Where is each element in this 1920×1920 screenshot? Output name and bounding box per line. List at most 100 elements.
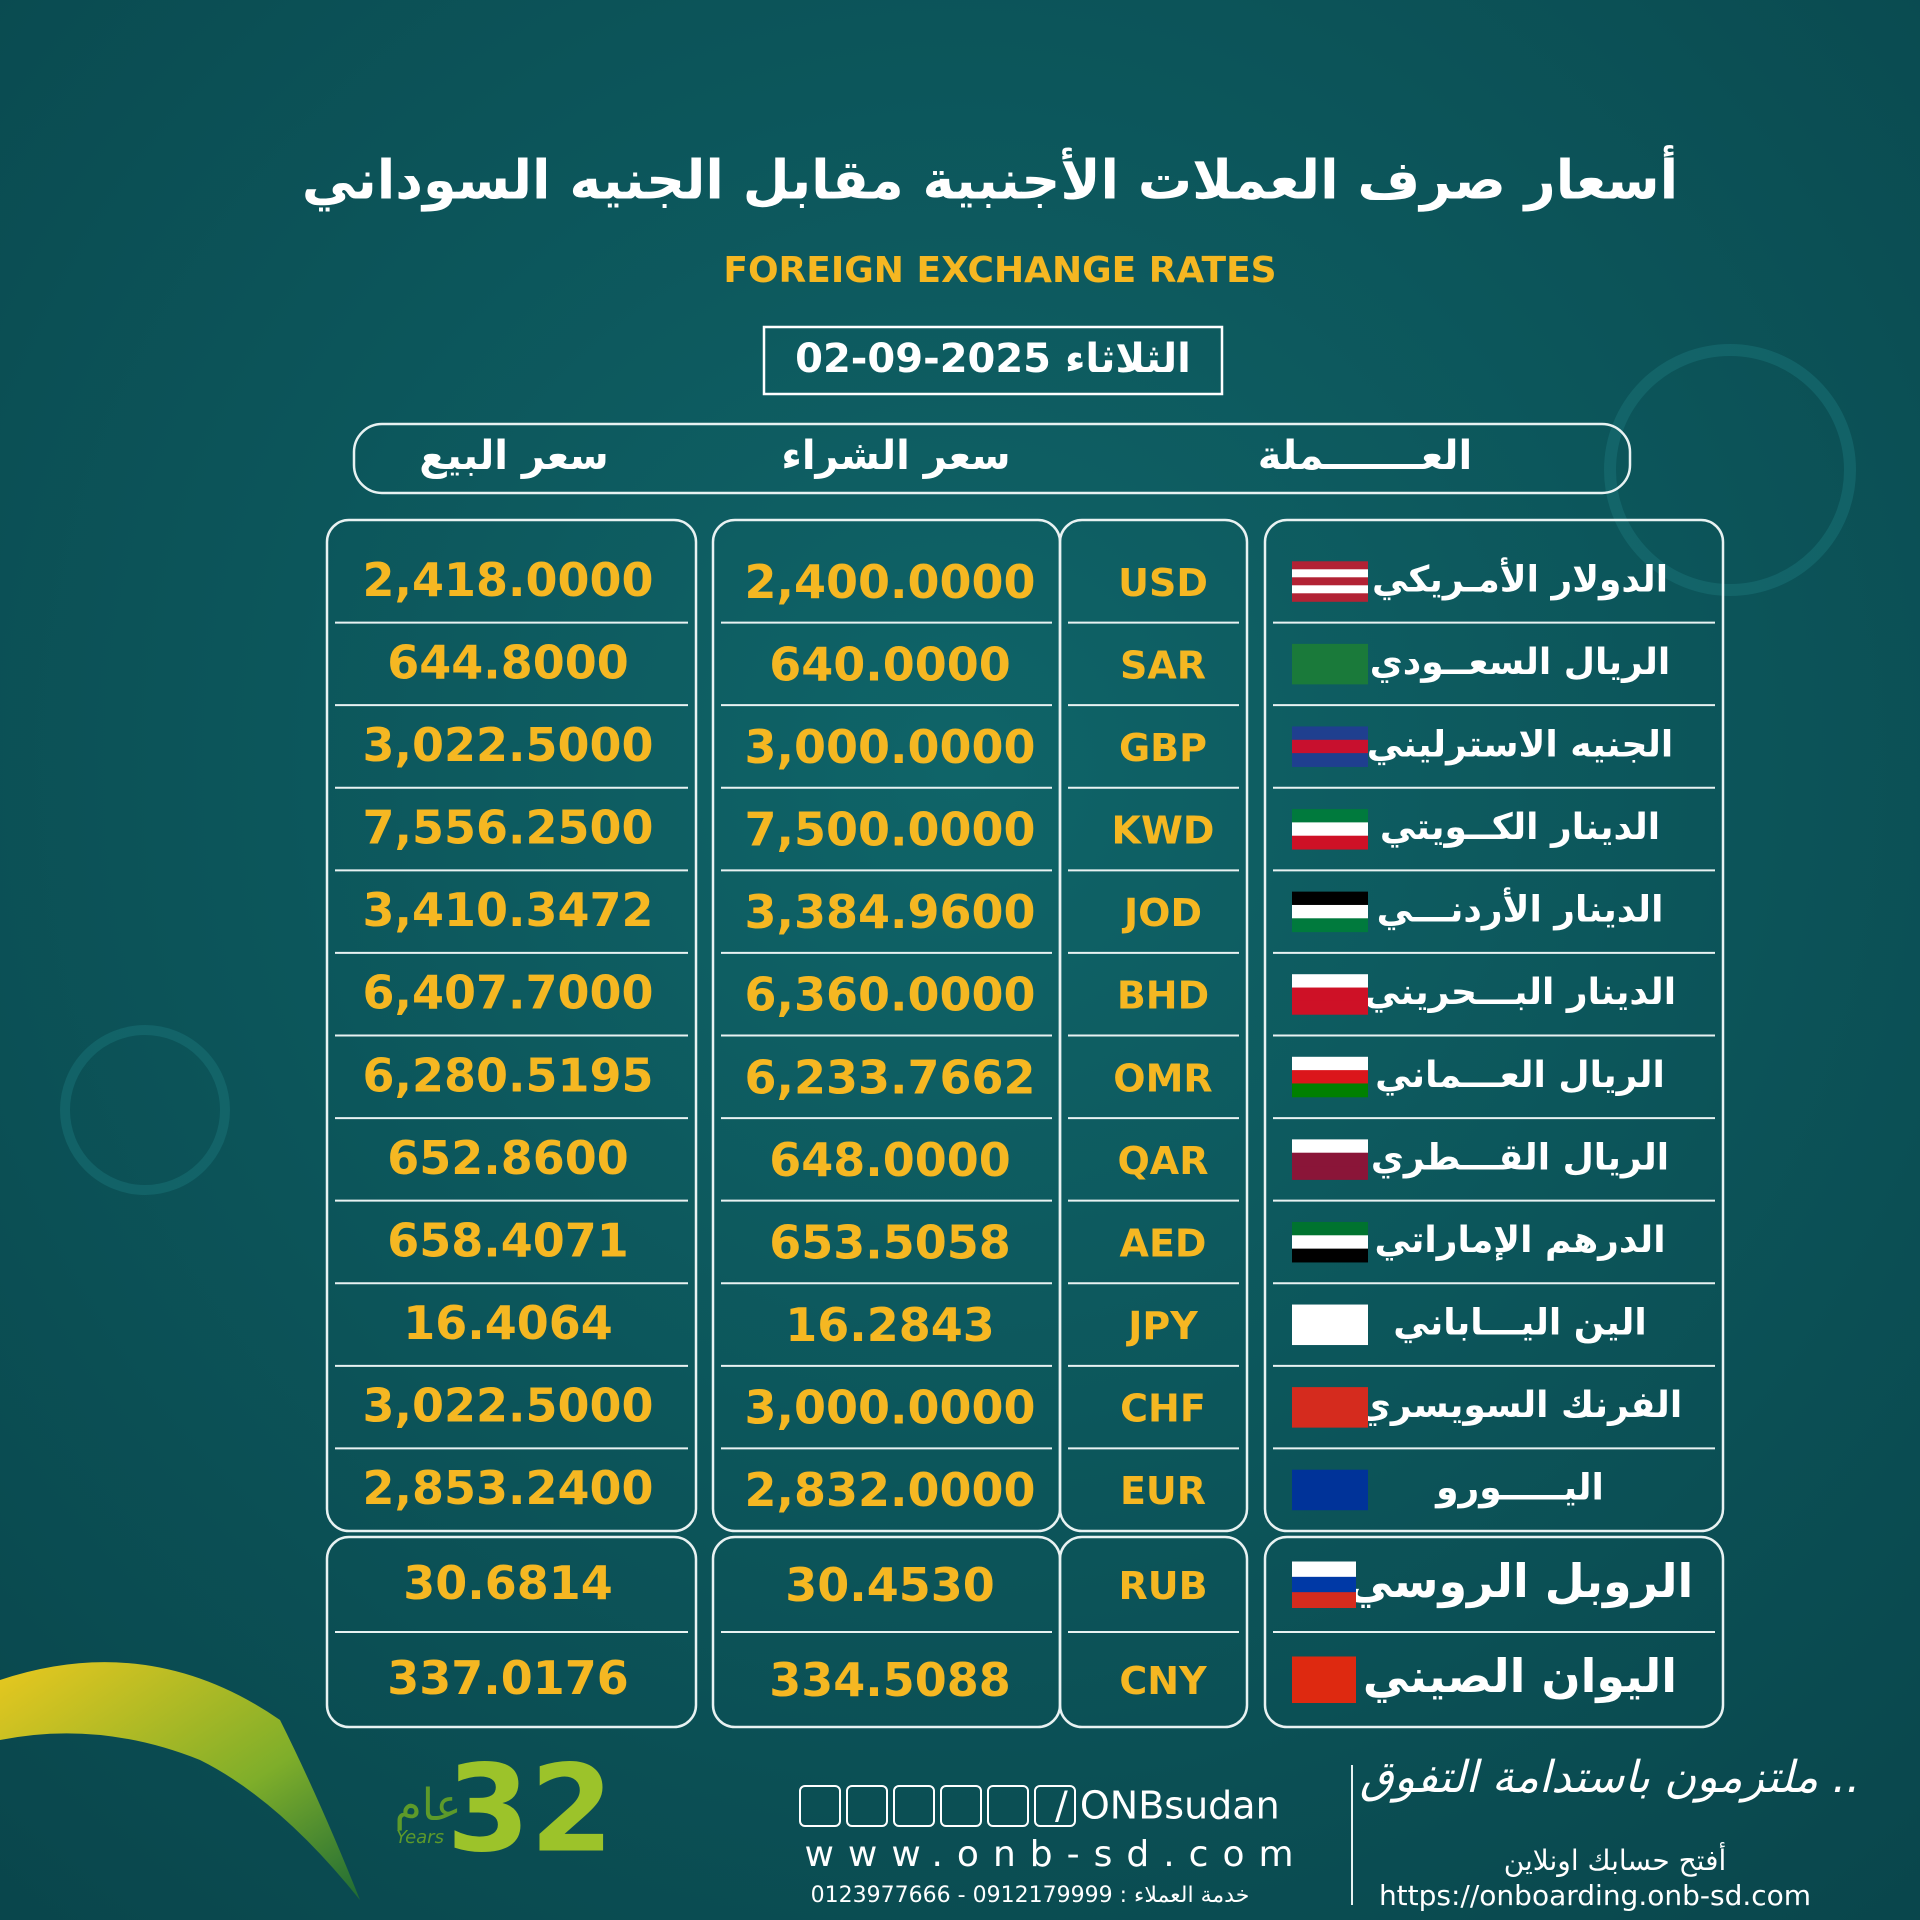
sell-rate: 658.4071 [387, 1213, 629, 1267]
flag [1292, 1000, 1368, 1015]
currency-code: BHD [1117, 974, 1209, 1018]
currency-name: اليوان الصيني [1363, 1649, 1677, 1703]
flag [1292, 1070, 1368, 1084]
flag [1292, 987, 1368, 1002]
social-icon [987, 1785, 1029, 1827]
flag [1292, 1592, 1356, 1608]
sell-rate: 337.0176 [387, 1651, 629, 1705]
currency-name: الروبل الروسي [1347, 1554, 1694, 1608]
buy-rate: 3,000.0000 [744, 720, 1035, 774]
flag [1292, 809, 1368, 823]
flag [1292, 822, 1368, 837]
social: / ONBsudan [1055, 1784, 1280, 1828]
sell-rate: 3,022.5000 [362, 718, 653, 772]
currency-name: الدولار الأمـريكي [1372, 556, 1668, 600]
social-icon [893, 1785, 935, 1827]
currency-name: الين اليـــاباني [1393, 1303, 1646, 1344]
currency-code: USD [1118, 561, 1208, 605]
sell-rate: 644.8000 [387, 635, 629, 689]
website: www.onb-sd.com [804, 1834, 1307, 1875]
anniversary-word: عام [395, 1780, 462, 1831]
buy-rate: 334.5088 [769, 1653, 1011, 1707]
open-account: أفتح حسابك اونلاين [1504, 1841, 1727, 1877]
flag [1292, 1083, 1368, 1098]
currency-code: AED [1120, 1221, 1207, 1265]
buy-rate: 3,000.0000 [744, 1381, 1035, 1435]
currency-name: الدينار الأردنـــي [1377, 887, 1664, 931]
decoration [60, 1025, 230, 1195]
currency-name: الريال العـــماني [1375, 1055, 1665, 1096]
buy-rate: 16.2843 [785, 1298, 995, 1352]
flag [1292, 1561, 1356, 1578]
flag [1292, 1304, 1368, 1346]
buy-rate: 30.4530 [785, 1558, 995, 1612]
date: الثلاثاء 2025-09-02 [795, 336, 1191, 382]
currency-code: JOD [1121, 891, 1202, 935]
buy-rate: 6,233.7662 [744, 1050, 1035, 1104]
flag [1292, 1387, 1368, 1428]
flag [1292, 1656, 1356, 1703]
flag [1292, 561, 1368, 570]
phones: خدمة العملاء : 0912179999 - 0123977666 [811, 1883, 1250, 1908]
title: أسعار صرف العملات الأجنبية مقابل الجنيه … [302, 145, 1678, 212]
sell-rate: 6,407.7000 [362, 966, 653, 1020]
buy-rate: 640.0000 [769, 637, 1011, 691]
currency-code: QAR [1118, 1139, 1209, 1183]
sell-rate: 16.4064 [403, 1296, 613, 1350]
currency-code: RUB [1118, 1564, 1207, 1608]
column-header: سعر البيع [419, 433, 608, 479]
sell-rate: 3,022.5000 [362, 1379, 653, 1433]
anniversary: 32 [447, 1741, 614, 1880]
currency-name: الفرنك السويسري [1358, 1385, 1682, 1426]
group-box [1263, 1535, 1725, 1729]
currency-name: الريال القـــطري [1371, 1137, 1669, 1178]
currency-code: KWD [1112, 809, 1215, 853]
buy-rate: 648.0000 [769, 1133, 1011, 1187]
currency-code: CHF [1120, 1387, 1206, 1431]
slogan: ملتزمون باستدامة التفوق .. [1360, 1752, 1861, 1803]
currency-code: EUR [1120, 1469, 1206, 1513]
sell-rate: 2,418.0000 [362, 553, 653, 607]
social-icon [846, 1785, 888, 1827]
group-box [325, 518, 698, 1533]
flag [1292, 643, 1368, 685]
date-box [762, 325, 1224, 396]
social-icon [940, 1785, 982, 1827]
buy-rate: 7,500.0000 [744, 803, 1035, 857]
sell-rate: 3,410.3472 [362, 883, 653, 937]
sell-rate: 30.6814 [403, 1556, 613, 1610]
flag [1292, 891, 1368, 906]
subtitle: FOREIGN EXCHANGE RATES [723, 250, 1276, 291]
currency-code: CNY [1119, 1659, 1207, 1703]
buy-rate: 2,832.0000 [744, 1463, 1035, 1517]
flag [1292, 1152, 1368, 1167]
currency-name: الجنيه الاسترليني [1367, 724, 1674, 765]
onboarding-url: https://onboarding.onb-sd.com [1379, 1879, 1811, 1912]
currency-name: الريال السعــودي [1370, 642, 1671, 683]
flag [1292, 904, 1368, 919]
anniversary-en: Years [396, 1827, 444, 1848]
flag [1292, 569, 1368, 578]
group-box [1263, 518, 1725, 1533]
currency-name: اليـــــورو [1434, 1468, 1604, 1509]
column-header: سعر الشراء [781, 433, 1010, 479]
flag [1292, 1576, 1356, 1593]
flag [1292, 835, 1368, 850]
flag [1292, 1248, 1368, 1263]
buy-rate: 2,400.0000 [744, 555, 1035, 609]
flag [1292, 1221, 1368, 1236]
flag [1292, 918, 1368, 933]
column-header: العـــــــملة [1258, 433, 1472, 479]
social-icon [1034, 1785, 1076, 1827]
social-icon [799, 1785, 841, 1827]
flag [1292, 753, 1368, 767]
currency-name: الدرهم الإماراتي [1374, 1220, 1665, 1261]
flag [1292, 1469, 1368, 1511]
currency-name: الدينار البـــحريني [1364, 972, 1676, 1013]
sell-rate: 6,280.5195 [362, 1048, 653, 1102]
currency-code: GBP [1119, 726, 1207, 770]
decoration [0, 1662, 360, 1900]
sell-rate: 652.8600 [387, 1131, 629, 1185]
